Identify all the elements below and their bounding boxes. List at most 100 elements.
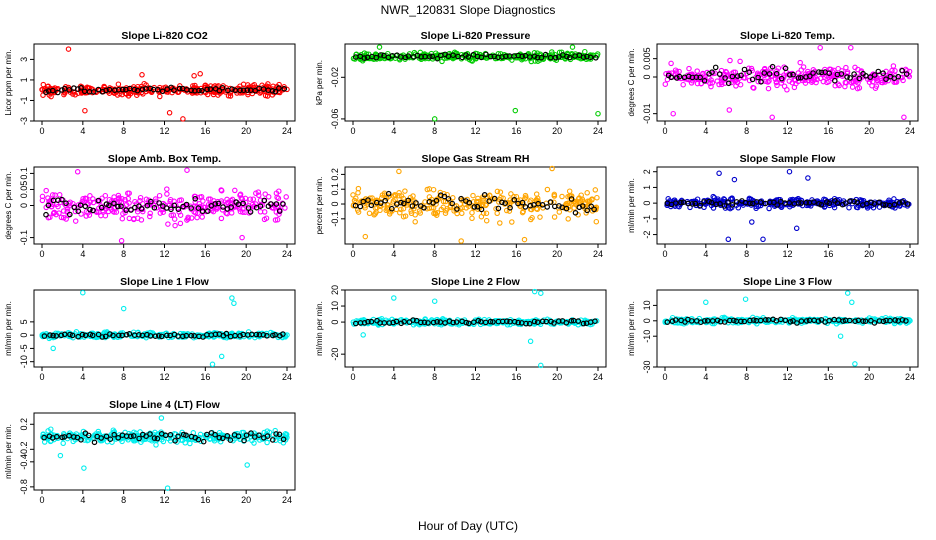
y-tick-label: -0.1 <box>19 230 29 246</box>
outlier-point <box>725 236 732 243</box>
mean-point <box>486 198 493 204</box>
mean-point <box>515 319 522 326</box>
outlier-point <box>731 176 738 183</box>
mean-point <box>542 51 549 58</box>
mean-point <box>502 200 509 206</box>
data-point <box>353 199 359 205</box>
data-point <box>134 208 141 215</box>
data-point <box>354 207 361 213</box>
mean-point <box>116 332 122 339</box>
x-tick-label: 16 <box>200 495 210 505</box>
data-point <box>509 219 515 225</box>
mean-point <box>592 318 598 325</box>
mean-point <box>481 192 488 198</box>
data-point <box>766 205 772 212</box>
y-axis-label: ml/min per min. <box>627 178 636 233</box>
data-point <box>592 187 599 193</box>
data-point <box>264 439 270 446</box>
mean-point <box>154 86 161 93</box>
data-point <box>400 213 407 220</box>
data-point <box>494 210 500 217</box>
y-tick-label: 0.1 <box>330 183 340 196</box>
data-point <box>237 192 243 198</box>
outlier-point <box>538 290 544 296</box>
mean-point <box>138 205 145 212</box>
mean-point <box>722 75 728 81</box>
mean-point <box>365 197 371 203</box>
outlier-point <box>244 462 250 468</box>
x-tick-label: 16 <box>511 372 521 382</box>
mean-point <box>200 438 207 445</box>
data-point <box>72 218 79 224</box>
mean-point <box>580 54 587 61</box>
data-point <box>228 210 235 216</box>
x-tick-label: 0 <box>39 495 44 505</box>
outlier-point <box>158 415 165 421</box>
y-tick-label: 10 <box>642 300 652 310</box>
mean-point <box>361 55 368 61</box>
y-tick-label: 20 <box>330 285 340 295</box>
mean-point <box>434 318 440 325</box>
mean-point <box>725 80 732 87</box>
mean-point <box>264 332 270 339</box>
data-point <box>153 205 160 211</box>
data-point <box>383 207 389 214</box>
mean-point <box>98 435 105 441</box>
mean-point <box>576 52 583 59</box>
outlier-point <box>239 234 245 241</box>
mean-point <box>205 208 211 214</box>
data-point <box>184 217 190 223</box>
data-point <box>58 214 65 221</box>
data-point <box>775 65 782 71</box>
mean-point <box>701 318 708 324</box>
mean-point <box>154 435 161 442</box>
mean-point <box>223 330 230 337</box>
mean-point <box>89 332 96 339</box>
mean-point <box>880 318 887 325</box>
mean-point <box>53 433 60 440</box>
x-tick-label: 12 <box>159 126 169 136</box>
x-tick-label: 20 <box>552 372 562 382</box>
data-point <box>64 331 71 338</box>
mean-point <box>67 211 73 218</box>
data-point <box>559 193 565 200</box>
data-point <box>742 75 748 81</box>
mean-point <box>183 332 190 339</box>
data-point <box>469 215 475 222</box>
mean-point <box>810 70 816 76</box>
mean-point <box>103 433 110 440</box>
data-point <box>662 81 669 87</box>
mean-point <box>61 85 68 92</box>
y-tick-label: 1 <box>19 77 29 82</box>
mean-point <box>91 439 98 446</box>
mean-point <box>449 200 456 207</box>
data-point <box>240 209 246 215</box>
mean-point <box>704 317 711 324</box>
data-point <box>849 84 856 90</box>
mean-point <box>588 203 595 210</box>
mean-point <box>871 320 878 326</box>
data-point <box>463 205 469 211</box>
mean-point <box>41 434 47 441</box>
data-point <box>116 432 123 438</box>
x-tick-label: 24 <box>593 372 603 382</box>
mean-point <box>67 331 73 338</box>
y-axis-label: Licor ppm per min. <box>4 49 13 115</box>
mean-point <box>147 85 154 92</box>
mean-point <box>156 332 162 339</box>
mean-point <box>539 318 546 325</box>
mean-point <box>147 431 153 437</box>
mean-point <box>188 87 195 94</box>
data-point <box>844 70 851 77</box>
mean-point <box>757 317 764 324</box>
series-points <box>662 290 913 367</box>
data-point <box>396 57 403 63</box>
mean-point <box>490 319 496 325</box>
mean-point <box>584 207 591 214</box>
data-point <box>168 435 175 441</box>
x-tick-label: 12 <box>782 249 792 259</box>
y-tick-label: 0 <box>19 333 29 338</box>
mean-point <box>794 320 800 326</box>
mean-point <box>59 434 65 441</box>
data-point <box>694 68 700 74</box>
